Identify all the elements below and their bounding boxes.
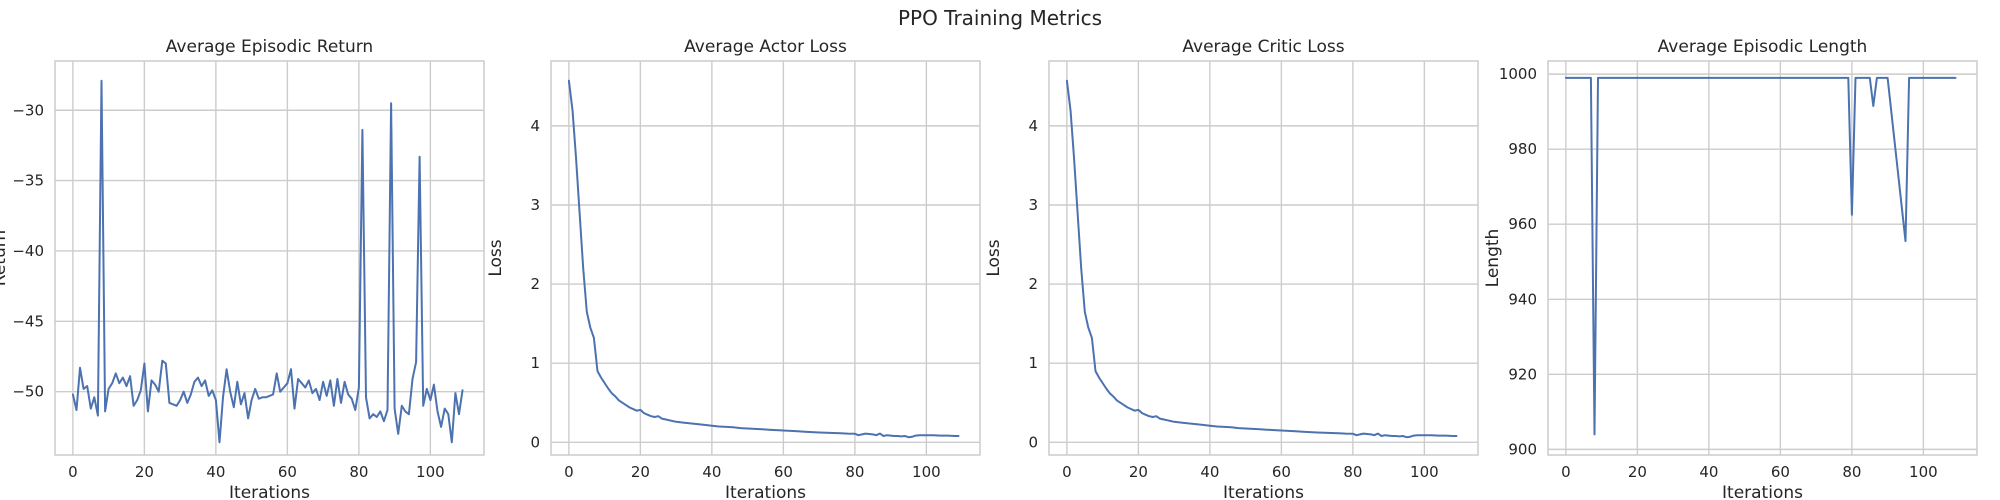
y-tick-label: 4 xyxy=(1028,117,1038,135)
panel-actor-loss: 0 20 40 60 80 100 0 1 2 3 4 Average Actor Loss Itera… xyxy=(486,37,981,500)
x-tick-label: 60 xyxy=(774,463,793,481)
y-axis-label-length: Length xyxy=(1483,229,1503,288)
x-tick-label: 80 xyxy=(845,463,864,481)
y-tick-label: 920 xyxy=(1508,365,1537,383)
panel-return: 0 20 40 60 80 100 −50 −45 −40 −35 −30 Average Episo… xyxy=(0,37,485,500)
y-tick-label: 940 xyxy=(1508,290,1537,308)
y-axis-label-critic-loss: Loss xyxy=(984,239,1004,276)
x-tick-label: 0 xyxy=(68,463,78,481)
y-tick-label: 3 xyxy=(1028,196,1038,214)
plot-area-actor-loss xyxy=(550,60,981,456)
panel-length: 0 20 40 60 80 100 900 920 940 960 980 1000 Average E… xyxy=(1483,37,1978,500)
panel-title-length: Average Episodic Length xyxy=(1658,37,1868,57)
y-tick-label: 0 xyxy=(1028,433,1038,451)
y-tick-label: −35 xyxy=(12,172,44,190)
x-tick-label: 100 xyxy=(1410,463,1439,481)
series-line-length xyxy=(1564,76,1957,436)
x-tick-label: 40 xyxy=(1200,463,1219,481)
panel-critic-loss: 0 20 40 60 80 100 0 1 2 3 4 Average Critic Loss Iter… xyxy=(984,37,1479,500)
y-tick-label: 2 xyxy=(1028,275,1038,293)
x-tick-label: 80 xyxy=(1842,463,1861,481)
y-tick-label: 900 xyxy=(1508,440,1537,458)
x-axis-label-critic-loss: Iterations xyxy=(1223,483,1304,500)
y-tick-label: −50 xyxy=(12,383,44,401)
y-tick-label: 960 xyxy=(1508,215,1537,233)
x-axis-label-actor-loss: Iterations xyxy=(725,483,806,500)
y-tick-label: 1 xyxy=(530,354,540,372)
figure-title: PPO Training Metrics xyxy=(898,6,1102,30)
x-tick-label: 100 xyxy=(912,463,941,481)
y-tick-label: 1 xyxy=(1028,354,1038,372)
y-tick-label: 980 xyxy=(1508,140,1537,158)
x-tick-label: 80 xyxy=(1343,463,1362,481)
x-axis-label-return: Iterations xyxy=(229,483,310,500)
y-axis-label-actor-loss: Loss xyxy=(486,239,506,276)
series-line-critic-loss xyxy=(1065,79,1458,439)
y-tick-label: −40 xyxy=(12,242,44,260)
plot-area-return xyxy=(54,60,485,456)
series-line-return xyxy=(71,79,464,444)
x-tick-label: 0 xyxy=(1062,463,1072,481)
panel-title-actor-loss: Average Actor Loss xyxy=(684,37,847,57)
y-tick-label: 4 xyxy=(530,117,540,135)
x-tick-label: 60 xyxy=(1771,463,1790,481)
x-tick-label: 60 xyxy=(278,463,297,481)
x-tick-label: 20 xyxy=(631,463,650,481)
x-tick-label: 100 xyxy=(416,463,445,481)
y-tick-label: 0 xyxy=(530,433,540,451)
x-tick-label: 80 xyxy=(349,463,368,481)
y-tick-label: 3 xyxy=(530,196,540,214)
x-tick-label: 0 xyxy=(1561,463,1571,481)
series-line-actor-loss xyxy=(567,79,960,439)
x-tick-label: 0 xyxy=(564,463,574,481)
x-tick-label: 40 xyxy=(1699,463,1718,481)
x-tick-label: 100 xyxy=(1909,463,1938,481)
panel-title-return: Average Episodic Return xyxy=(166,37,373,57)
plot-area-critic-loss xyxy=(1048,60,1479,456)
y-tick-label: 2 xyxy=(530,275,540,293)
y-tick-label: −30 xyxy=(12,101,44,119)
x-tick-label: 60 xyxy=(1272,463,1291,481)
y-tick-label: 1000 xyxy=(1499,65,1537,83)
x-tick-label: 40 xyxy=(206,463,225,481)
x-tick-label: 40 xyxy=(702,463,721,481)
y-axis-label-return: Return xyxy=(0,230,10,286)
x-tick-label: 20 xyxy=(1628,463,1647,481)
x-axis-label-length: Iterations xyxy=(1722,483,1803,500)
x-tick-label: 20 xyxy=(1129,463,1148,481)
plot-area-length xyxy=(1547,60,1978,456)
panel-title-critic-loss: Average Critic Loss xyxy=(1182,37,1344,57)
x-tick-label: 20 xyxy=(135,463,154,481)
y-tick-label: −45 xyxy=(12,312,44,330)
